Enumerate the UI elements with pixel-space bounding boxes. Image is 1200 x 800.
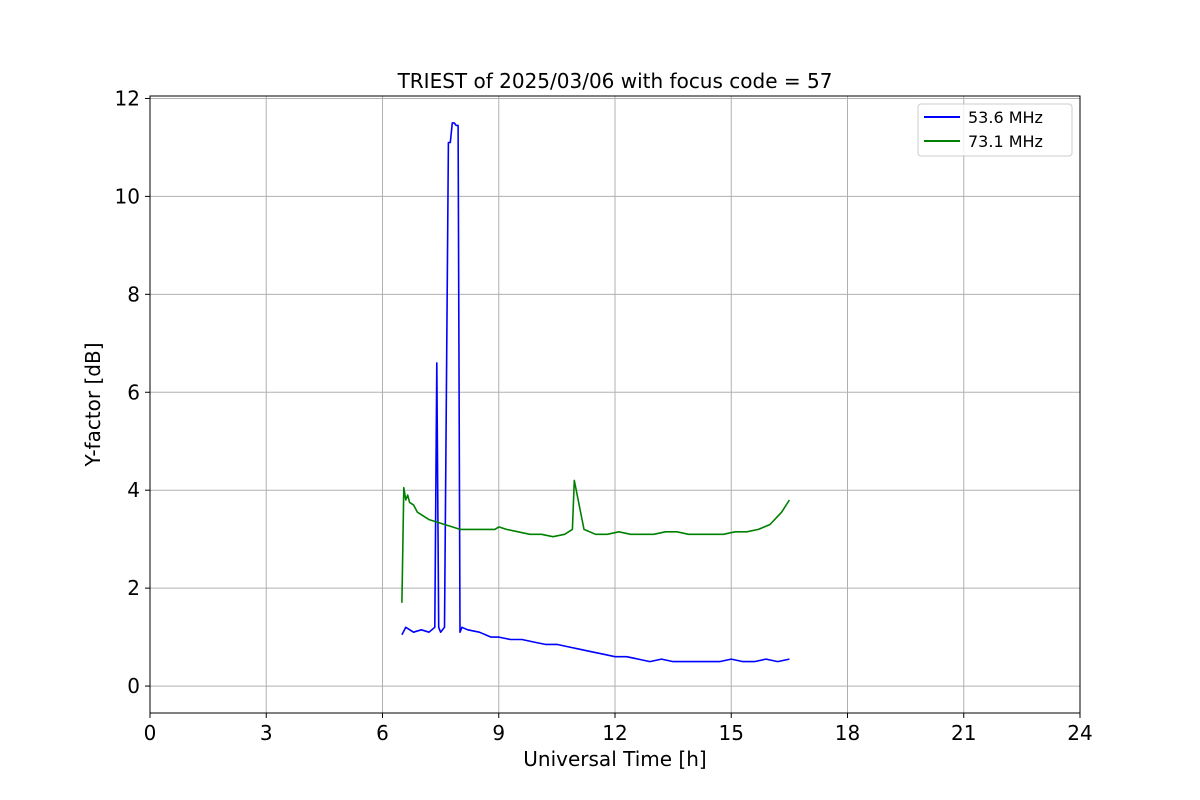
x-tick-label: 15 bbox=[719, 721, 744, 745]
legend-label-53-6-mhz: 53.6 MHz bbox=[968, 108, 1043, 127]
y-tick-label: 2 bbox=[127, 576, 140, 600]
x-tick-label: 3 bbox=[260, 721, 273, 745]
x-tick-label: 0 bbox=[144, 721, 157, 745]
x-tick-label: 6 bbox=[376, 721, 389, 745]
y-tick-label: 4 bbox=[127, 478, 140, 502]
y-tick-label: 0 bbox=[127, 674, 140, 698]
legend: 53.6 MHz 73.1 MHz bbox=[917, 103, 1073, 157]
y-tick-label: 10 bbox=[115, 184, 140, 208]
y-axis-label: Y-factor [dB] bbox=[81, 342, 105, 467]
series-layer bbox=[401, 122, 791, 663]
x-tick-label: 24 bbox=[1067, 721, 1092, 745]
y-tick-label: 6 bbox=[127, 380, 140, 404]
x-tick-label: 9 bbox=[492, 721, 505, 745]
x-axis-label: Universal Time [h] bbox=[523, 747, 706, 771]
legend-label-73-1-mhz: 73.1 MHz bbox=[968, 132, 1043, 151]
y-tick-label: 12 bbox=[115, 86, 140, 110]
series-line-73-1-mhz bbox=[401, 479, 791, 603]
y-tick-label: 8 bbox=[127, 282, 140, 306]
x-tick-label: 12 bbox=[602, 721, 627, 745]
x-tick-label: 18 bbox=[835, 721, 860, 745]
chart-title: TRIEST of 2025/03/06 with focus code = 5… bbox=[397, 69, 833, 93]
x-tick-label: 21 bbox=[951, 721, 976, 745]
series-line-53-6-mhz bbox=[401, 122, 790, 663]
